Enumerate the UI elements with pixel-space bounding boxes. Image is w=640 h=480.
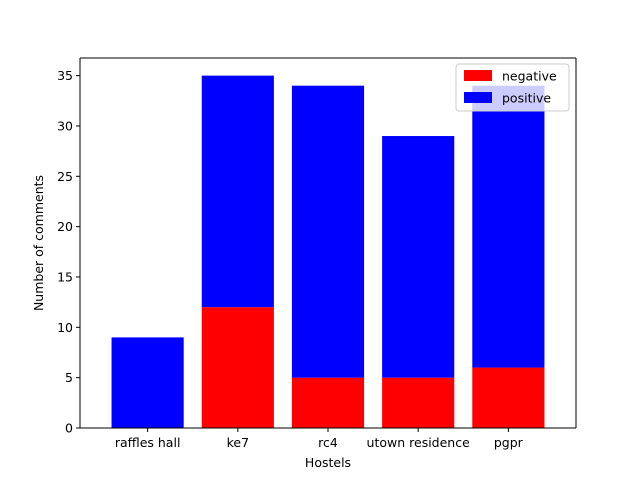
bar-positive-0 <box>111 337 184 428</box>
x-tick-label-3: utown residence <box>367 435 471 450</box>
axes-frame <box>79 57 577 429</box>
x-tick-label-1: ke7 <box>227 435 249 450</box>
y-tick-label-4: 20 <box>57 219 73 234</box>
y-tick-label-3: 15 <box>57 269 73 284</box>
y-tick-label-6: 30 <box>57 118 73 133</box>
legend-label-positive: positive <box>502 91 551 106</box>
bar-negative-3 <box>382 377 455 428</box>
legend-swatch-negative <box>464 70 492 81</box>
legend-swatch-positive <box>464 92 492 103</box>
y-tick-label-0: 0 <box>65 421 73 436</box>
y-ticks-layer: 0 5 10 15 20 25 30 35 <box>57 68 80 436</box>
bar-negative-2 <box>291 377 365 428</box>
legend-label-negative: negative <box>502 69 557 84</box>
bar-negative-4 <box>472 367 545 428</box>
bar-positive-3 <box>382 136 455 378</box>
y-tick-label-1: 5 <box>65 370 73 385</box>
x-axis-label: Hostels <box>305 455 351 470</box>
x-tick-label-4: pgpr <box>494 435 524 450</box>
bar-positive-2 <box>291 85 365 378</box>
x-tick-label-2: rc4 <box>318 435 338 450</box>
y-tick-label-5: 25 <box>57 169 73 184</box>
bar-positive-4 <box>472 85 545 368</box>
bars-layer <box>111 75 545 428</box>
y-axis-label: Number of comments <box>31 175 46 311</box>
legend: negative positive <box>455 63 570 112</box>
x-tick-label-0: raffles hall <box>115 435 181 450</box>
bar-positive-1 <box>201 75 274 308</box>
bar-negative-1 <box>201 307 274 428</box>
y-tick-label-2: 10 <box>57 320 73 335</box>
x-ticks-layer: raffles hall ke7 rc4 utown residence pgpr <box>115 428 524 450</box>
y-tick-label-7: 35 <box>57 68 73 83</box>
